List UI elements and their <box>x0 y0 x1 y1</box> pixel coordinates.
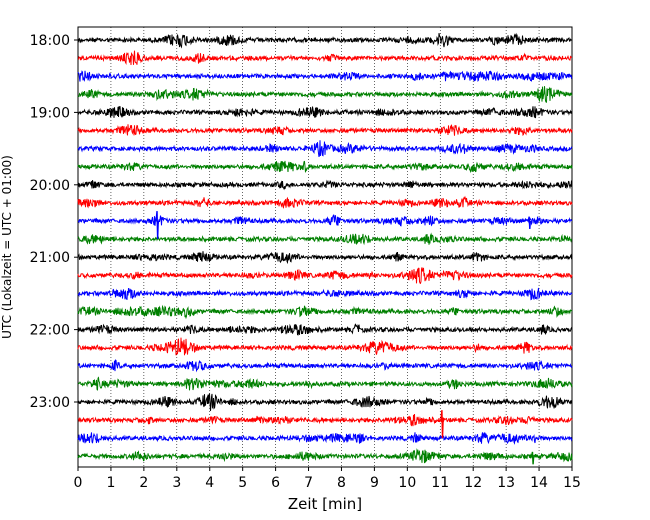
y-tick-label: 19:00 <box>30 105 70 121</box>
seismogram-trace <box>77 267 573 285</box>
traces <box>77 32 573 465</box>
seismogram-trace <box>77 32 573 49</box>
x-tick-label: 7 <box>304 475 313 491</box>
seismogram-trace <box>77 213 573 227</box>
x-tick-label: 14 <box>530 475 548 491</box>
seismogram-trace <box>77 160 573 174</box>
y-tick-label: 22:00 <box>30 323 70 339</box>
seismogram-trace <box>77 359 573 373</box>
x-tick-label: 12 <box>464 475 482 491</box>
x-tick-label: 5 <box>238 475 247 491</box>
seismogram-trace <box>77 124 573 137</box>
plot-frame <box>77 26 573 468</box>
x-tick-label: 3 <box>172 475 181 491</box>
seismogram-trace <box>77 232 573 246</box>
x-axis-label: Zeit [min] <box>288 495 362 513</box>
seismogram-trace <box>77 304 573 320</box>
seismogram-trace <box>77 195 573 209</box>
seismogram-trace <box>77 106 573 119</box>
seismogram-trace <box>77 140 573 158</box>
seismogram-trace <box>77 431 573 445</box>
seismogram-trace <box>77 70 573 83</box>
x-tick-label: 6 <box>271 475 280 491</box>
trace-spike <box>155 211 159 240</box>
y-tick-label: 20:00 <box>30 178 70 194</box>
seismogram-trace <box>77 179 573 191</box>
trace-spike <box>440 410 444 439</box>
seismogram-trace <box>77 287 573 301</box>
seismogram-trace <box>77 86 573 103</box>
x-tick-label: 13 <box>497 475 515 491</box>
x-tick-label: 2 <box>139 475 148 491</box>
trace-spike <box>530 451 535 465</box>
seismogram-trace <box>77 376 573 391</box>
x-tick-label: 10 <box>398 475 416 491</box>
x-tick-label: 4 <box>205 475 214 491</box>
x-tick-label: 0 <box>74 475 83 491</box>
x-tick-label: 15 <box>563 475 581 491</box>
x-axis: 0 1 2 3 4 5 6 7 8 9 10 11 12 13 14 15 <box>74 467 581 491</box>
seismogram-trace <box>78 251 573 265</box>
seismogram-trace <box>77 448 573 464</box>
seismogram-trace <box>78 323 573 336</box>
y-axis: 18:00 19:00 20:00 21:00 22:00 23:00 <box>30 33 78 411</box>
y-tick-label: 23:00 <box>30 395 70 411</box>
seismogram-trace <box>77 413 573 427</box>
x-tick-label: 8 <box>337 475 346 491</box>
x-tick-label: 9 <box>370 475 379 491</box>
seismogram-trace <box>77 50 572 66</box>
y-tick-label: 21:00 <box>30 250 70 266</box>
trace-spike <box>527 216 532 230</box>
seismogram-trace <box>77 393 573 411</box>
seismogram-trace <box>77 337 573 356</box>
y-tick-label: 18:00 <box>30 33 70 49</box>
x-tick-label: 1 <box>106 475 115 491</box>
y-axis-label: UTC (Lokalzeit = UTC + 01:00) <box>0 155 14 339</box>
x-tick-label: 11 <box>431 475 449 491</box>
